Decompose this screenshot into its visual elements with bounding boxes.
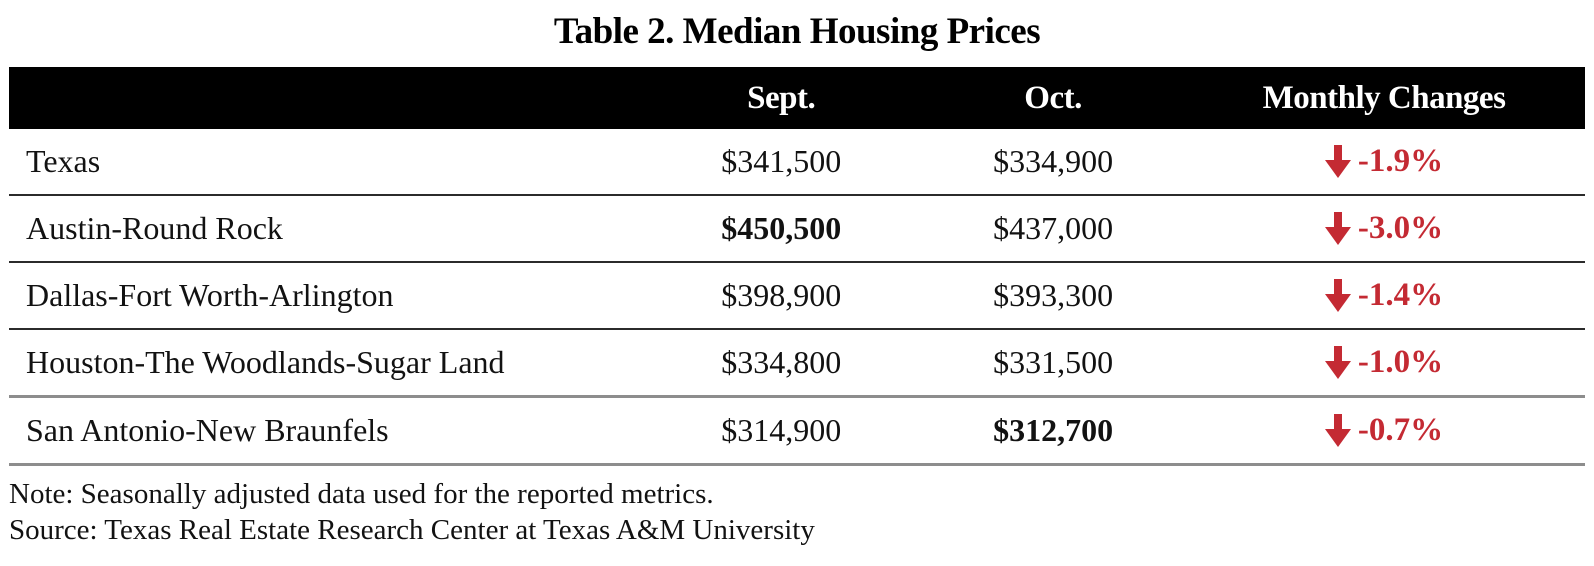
monthly-change-value: -1.9% [1357, 143, 1444, 179]
monthly-change-cell: -3.0% [1183, 210, 1585, 247]
monthly-change-value: -1.4% [1357, 277, 1444, 313]
down-arrow-icon [1324, 279, 1351, 312]
table-row: San Antonio-New Braunfels $314,900 $312,… [9, 398, 1585, 466]
down-arrow-icon [1324, 414, 1351, 447]
column-header-oct: Oct. [1024, 79, 1082, 116]
monthly-change-value: -3.0% [1357, 210, 1444, 246]
sept-price-cell: $334,800 [721, 344, 842, 380]
sept-price-cell: $341,500 [721, 143, 842, 179]
monthly-change-value: -0.7% [1357, 412, 1444, 448]
monthly-change-cell: -1.4% [1183, 277, 1585, 314]
region-cell: Dallas-Fort Worth-Arlington [26, 277, 394, 313]
oct-price-cell: $393,300 [993, 277, 1114, 313]
region-cell: Houston-The Woodlands-Sugar Land [26, 344, 505, 380]
column-header-monthly-changes: Monthly Changes [1262, 79, 1506, 116]
table-note: Note: Seasonally adjusted data used for … [9, 478, 714, 510]
oct-price-cell: $331,500 [993, 344, 1114, 380]
median-housing-prices-table: Sept. Oct. Monthly Changes Texas $341,50… [9, 67, 1585, 466]
region-cell: San Antonio-New Braunfels [26, 412, 389, 448]
table-title: Table 2. Median Housing Prices [553, 11, 1041, 52]
table-row: Houston-The Woodlands-Sugar Land $334,80… [9, 330, 1585, 398]
region-cell: Austin-Round Rock [26, 210, 283, 246]
table-row: Austin-Round Rock $450,500 $437,000 -3.0… [9, 196, 1585, 263]
table-source: Source: Texas Real Estate Research Cente… [9, 514, 815, 546]
down-arrow-icon [1324, 346, 1351, 379]
sept-price-cell: $314,900 [721, 412, 842, 448]
table-header-row: Sept. Oct. Monthly Changes [9, 67, 1585, 129]
monthly-change-cell: -0.7% [1183, 412, 1585, 449]
oct-price-cell: $334,900 [993, 143, 1114, 179]
down-arrow-icon [1324, 212, 1351, 245]
monthly-change-cell: -1.0% [1183, 344, 1585, 381]
oct-price-cell: $312,700 [993, 412, 1114, 448]
column-header-sept: Sept. [747, 79, 816, 116]
sept-price-cell: $450,500 [721, 210, 842, 246]
sept-price-cell: $398,900 [721, 277, 842, 313]
down-arrow-icon [1324, 145, 1351, 178]
monthly-change-value: -1.0% [1357, 344, 1444, 380]
oct-price-cell: $437,000 [993, 210, 1114, 246]
table-row: Dallas-Fort Worth-Arlington $398,900 $39… [9, 263, 1585, 330]
region-cell: Texas [26, 143, 101, 179]
table-row: Texas $341,500 $334,900 -1.9% [9, 129, 1585, 196]
monthly-change-cell: -1.9% [1183, 143, 1585, 180]
